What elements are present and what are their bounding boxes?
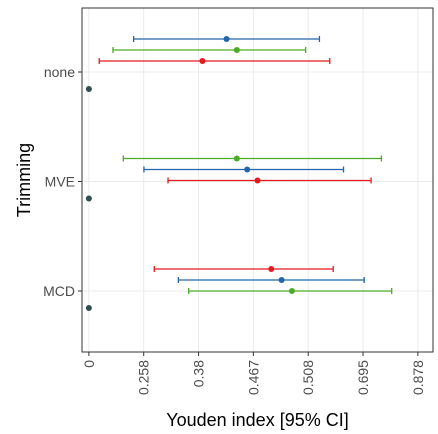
y-tick-label: MVE xyxy=(45,174,75,190)
estimate-point xyxy=(288,288,295,294)
reference-point xyxy=(85,305,92,311)
x-tick-label: 0.467 xyxy=(245,360,261,395)
data-layer xyxy=(85,36,393,311)
estimate-point xyxy=(233,47,240,53)
estimate-point xyxy=(233,155,240,162)
y-tick-label: none xyxy=(44,64,75,80)
y-axis-title: Trimming xyxy=(14,143,34,217)
x-tick-label: 0.695 xyxy=(355,360,371,395)
reference-point xyxy=(85,195,92,202)
plot-panel-border xyxy=(81,7,434,353)
estimate-point xyxy=(254,177,261,184)
x-tick-label: 0.508 xyxy=(300,360,316,395)
axes: 0 0.258 0.38 0.467 0.508 0.695 0.878 none MVE MCD xyxy=(43,64,426,395)
x-tick-label: 0.878 xyxy=(410,360,426,395)
estimate-point xyxy=(244,166,251,173)
x-tick-label: 0 xyxy=(81,360,97,368)
estimate-point xyxy=(199,58,206,64)
estimate-point xyxy=(268,266,275,272)
x-tick-label: 0.258 xyxy=(136,360,152,395)
x-axis-title: Youden index [95% CI] xyxy=(166,410,348,430)
reference-point xyxy=(85,86,92,92)
y-tick-label: MCD xyxy=(43,283,75,299)
estimate-point xyxy=(223,36,230,42)
estimate-point xyxy=(278,277,285,283)
x-tick-label: 0.38 xyxy=(191,360,207,387)
